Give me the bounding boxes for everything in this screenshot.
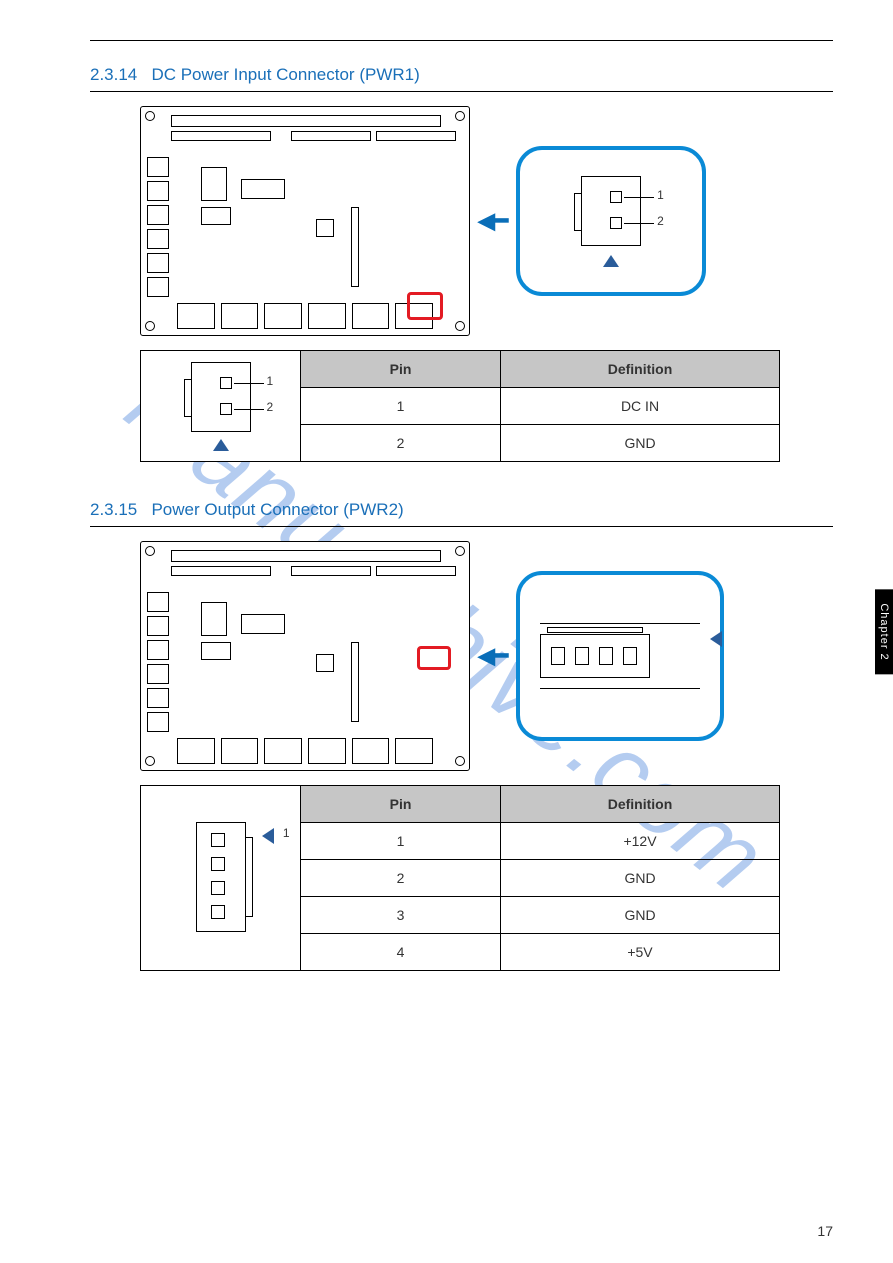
callout-1: 1 2 [516,146,706,296]
highlight-box-1 [407,292,443,320]
pin-table-1: 1 2 Pin Definition 1 DC IN 2 GND [140,350,780,462]
page-number: 17 [817,1223,833,1239]
section-number-2: 2.3.15 [90,500,137,519]
table-1-header-def: Definition [501,351,780,388]
section-rule-1 [90,91,833,92]
section-title-1: 2.3.14 DC Power Input Connector (PWR1) [90,65,833,85]
highlight-box-2 [417,646,451,670]
table-2-header-def: Definition [501,786,780,823]
pin-label-1-2: 2 [657,214,664,228]
diagram-row-1: ◀━ 1 2 [140,106,833,336]
section-heading-2: Power Output Connector (PWR2) [151,500,403,519]
triangle-marker-icon [603,255,619,267]
top-rule [90,40,833,41]
triangle-marker-icon [710,631,722,647]
diagram-row-2: ◀━ [140,541,833,771]
table-2-header-pin: Pin [301,786,501,823]
section-title-2: 2.3.15 Power Output Connector (PWR2) [90,500,833,520]
pin-table-2: 1 Pin Definition 1 +12V 2 GND 3 GND 4 +5… [140,785,780,971]
table-2-diagram-cell: 1 [141,786,301,971]
callout-arrow-2: ◀━ [478,643,508,669]
section-heading-1: DC Power Input Connector (PWR1) [151,65,419,84]
table-1-diagram-cell: 1 2 [141,351,301,462]
connector-2pin-icon [581,176,641,246]
callout-arrow-1: ◀━ [478,208,508,234]
section-rule-2 [90,526,833,527]
board-schematic-1 [140,106,470,336]
board-schematic-2 [140,541,470,771]
callout-2 [516,571,724,741]
pin-label-1-1: 1 [657,188,664,202]
table-1-header-pin: Pin [301,351,501,388]
section-number-1: 2.3.14 [90,65,137,84]
connector-4pin-icon [540,623,700,689]
